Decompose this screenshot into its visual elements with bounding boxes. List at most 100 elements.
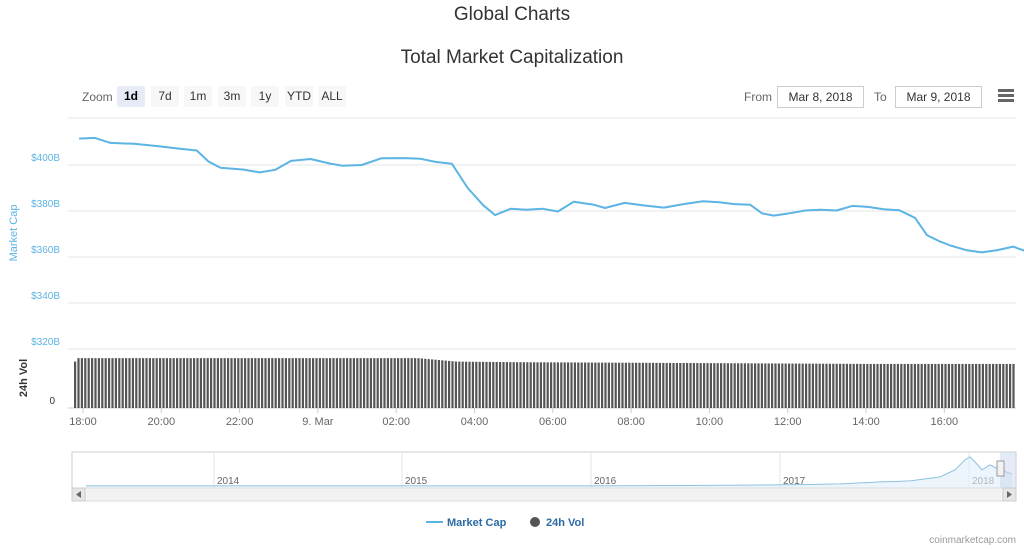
volume-bar (1002, 363, 1005, 408)
zoom-1m-button[interactable]: 1m (184, 86, 212, 107)
zoom-3m-button[interactable]: 3m (218, 86, 246, 107)
volume-bar (407, 358, 410, 408)
volume-bar (645, 362, 648, 408)
volume-bar (346, 358, 349, 408)
volume-bar (325, 358, 328, 408)
volume-bar (818, 363, 821, 408)
volume-bar (366, 358, 369, 408)
volume-bar (825, 363, 828, 408)
volume-bar (896, 363, 899, 408)
volume-bar (244, 358, 247, 408)
volume-bar (454, 361, 457, 408)
volume-bar (427, 359, 430, 408)
volume-bar (162, 358, 165, 408)
zoom-7d-button[interactable]: 7d (151, 86, 179, 107)
credit-link[interactable]: coinmarketcap.com (929, 535, 1016, 546)
volume-bar (924, 363, 927, 408)
volume-bar (322, 358, 325, 408)
volume-bar (856, 363, 859, 408)
volume-bar (274, 358, 277, 408)
to-date-input[interactable]: Mar 9, 2018 (895, 86, 982, 108)
volume-bar (356, 358, 359, 408)
volume-bar (329, 358, 332, 408)
zoom-all-button[interactable]: ALL (318, 86, 346, 107)
volume-bar (754, 363, 757, 408)
volume-bar (465, 361, 468, 408)
volume-bar (866, 363, 869, 408)
volume-bar (182, 358, 185, 408)
navigator-handle[interactable] (996, 460, 1005, 477)
volume-bar (869, 363, 872, 408)
volume-bar (832, 363, 835, 408)
volume-bar (478, 361, 481, 408)
volume-bar (788, 363, 791, 408)
volume-bar (822, 363, 825, 408)
volume-bar (271, 358, 274, 408)
volume-bar (342, 358, 345, 408)
volume-bar (247, 358, 250, 408)
volume-bar (553, 362, 556, 408)
volume-bar (121, 358, 124, 408)
volume-bar (451, 361, 454, 408)
volume-bar (672, 362, 675, 408)
x-tick-label: 10:00 (696, 416, 724, 428)
volume-bar (397, 358, 400, 408)
volume-bar (577, 362, 580, 408)
volume-bar (267, 358, 270, 408)
volume-bar (635, 362, 638, 408)
scrollbar-track[interactable] (71, 487, 1017, 502)
volume-bar (533, 362, 536, 408)
volume-bar (468, 361, 471, 408)
volume-bar (798, 363, 801, 408)
scroll-right-arrow-icon (1007, 491, 1012, 498)
legend-volume-symbol (530, 517, 540, 527)
volume-bar (155, 358, 158, 408)
volume-bar (900, 363, 903, 408)
volume-bar (774, 363, 777, 408)
volume-bar (176, 358, 179, 408)
volume-bar (308, 358, 311, 408)
volume-bar (189, 358, 192, 408)
volume-bar (652, 362, 655, 408)
volume-bar (233, 358, 236, 408)
zoom-1y-button[interactable]: 1y (251, 86, 279, 107)
volume-bar (196, 358, 199, 408)
volume-bar (781, 363, 784, 408)
volume-bar (937, 363, 940, 408)
volume-bar (570, 362, 573, 408)
volume-bar (886, 363, 889, 408)
y-tick-label: $400B (31, 153, 60, 164)
volume-bar (332, 358, 335, 408)
volume-bar (907, 363, 910, 408)
market-cap-line (79, 136, 1024, 254)
volume-bar (842, 363, 845, 408)
zoom-ytd-button[interactable]: YTD (285, 86, 313, 107)
volume-bar (148, 358, 151, 408)
volume-bar (631, 362, 634, 408)
legend-market-cap-label[interactable]: Market Cap (447, 517, 507, 529)
legend-volume-label[interactable]: 24h Vol (546, 517, 584, 529)
volume-bar (475, 361, 478, 408)
volume-bar (213, 358, 216, 408)
volume-bar (777, 363, 780, 408)
volume-bar (601, 362, 604, 408)
volume-bar (165, 358, 168, 408)
x-tick-label: 12:00 (774, 416, 802, 428)
volume-bar (580, 362, 583, 408)
from-date-input[interactable]: Mar 8, 2018 (777, 86, 864, 108)
volume-bar (471, 361, 474, 408)
volume-bar (828, 363, 831, 408)
zoom-1d-button[interactable]: 1d (117, 86, 145, 107)
hamburger-menu-icon[interactable] (998, 89, 1014, 103)
volume-bar (448, 360, 451, 408)
page-title: Global Charts (453, 4, 571, 25)
volume-bar (730, 363, 733, 408)
volume-bar (359, 358, 362, 408)
volume-bar (594, 362, 597, 408)
volume-bar (808, 363, 811, 408)
volume-bar (1005, 363, 1008, 408)
volume-bar (805, 363, 808, 408)
volume-bar (128, 358, 131, 408)
volume-bar (97, 358, 100, 408)
volume-bar (720, 363, 723, 408)
